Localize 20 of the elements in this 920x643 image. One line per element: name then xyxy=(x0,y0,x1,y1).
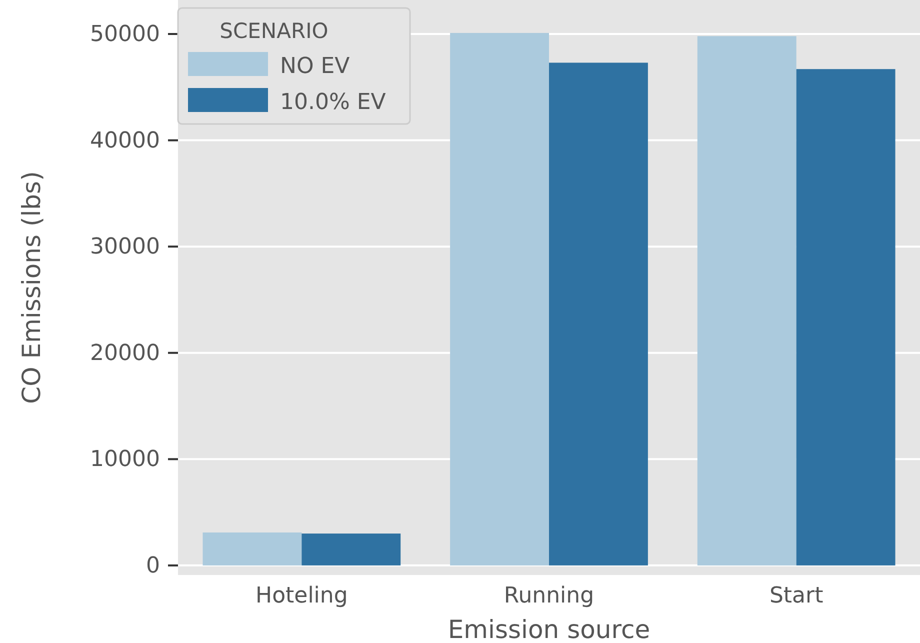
bar xyxy=(450,32,549,566)
x-tick-label: Start xyxy=(769,584,824,609)
y-tick-label: 0 xyxy=(146,553,160,578)
y-tick-label: 20000 xyxy=(90,340,160,366)
x-axis-title: Emission source xyxy=(448,615,650,643)
y-tick-label: 10000 xyxy=(90,447,160,472)
y-tick-label: 30000 xyxy=(90,234,160,260)
x-tick-label: Running xyxy=(504,584,594,609)
legend-label: NO EV xyxy=(280,54,350,79)
bar xyxy=(202,532,302,566)
bar xyxy=(796,69,896,566)
y-tick-label: 50000 xyxy=(90,22,160,48)
bar xyxy=(549,62,648,566)
legend-label: 10.0% EV xyxy=(280,90,386,115)
bar xyxy=(697,36,796,566)
x-tick-label: Hoteling xyxy=(256,584,348,609)
bar xyxy=(302,534,401,566)
legend-title: SCENARIO xyxy=(220,19,328,43)
y-tick-label: 40000 xyxy=(90,128,160,154)
y-axis-title: CO Emissions (lbs) xyxy=(17,171,46,404)
